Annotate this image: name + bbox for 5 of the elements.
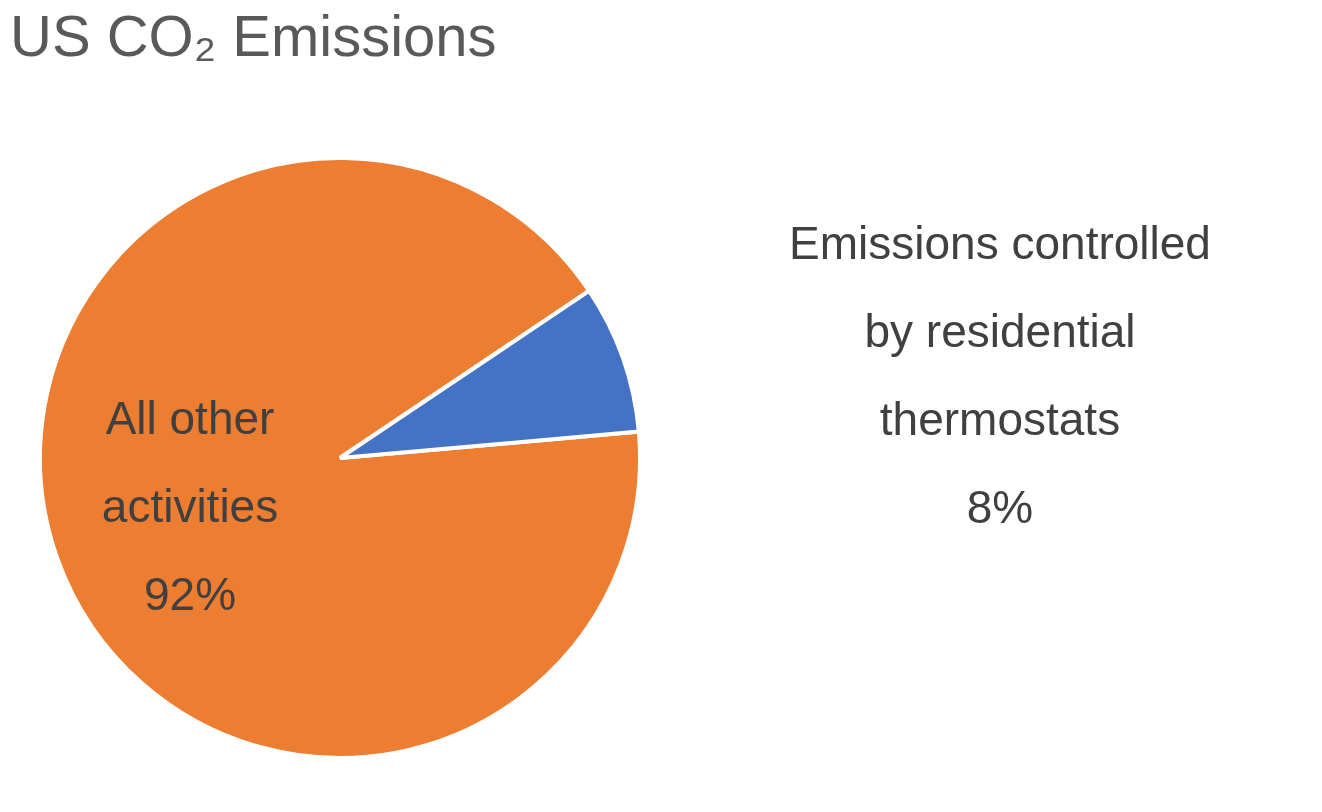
data-label: 8% — [966, 481, 1034, 533]
slice-label: Emissions controlled by residential thermostats — [789, 217, 1211, 445]
chart-title: US CO₂ Emissions — [10, 3, 497, 68]
slice-label: All other activities — [101, 392, 279, 532]
data-label: 92% — [143, 568, 237, 620]
